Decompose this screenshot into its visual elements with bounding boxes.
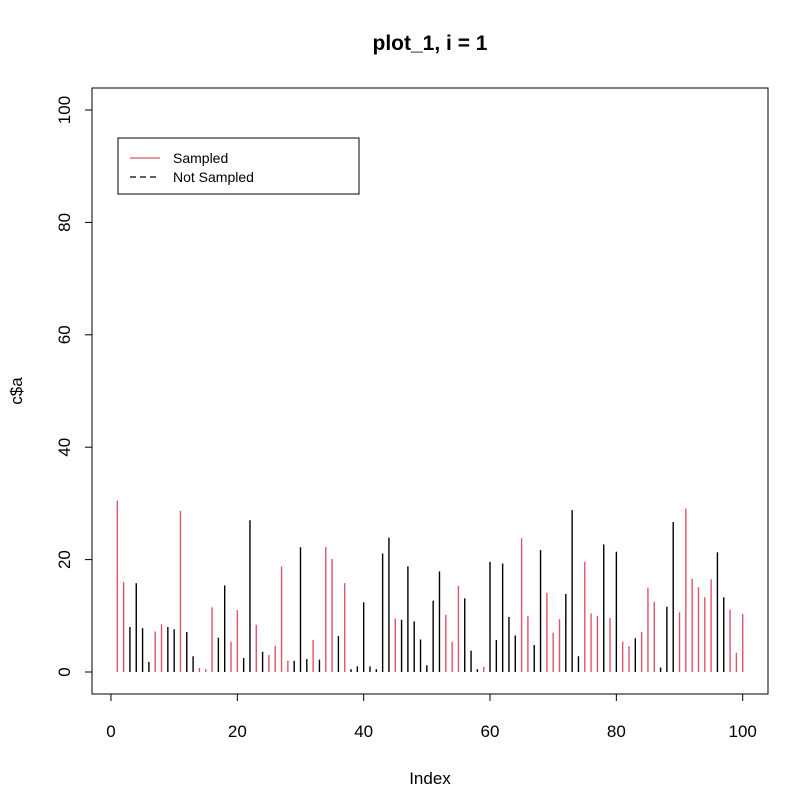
x-tick-label: 0 [106, 722, 115, 741]
y-tick-label: 60 [55, 325, 74, 344]
legend-label-not-sampled: Not Sampled [173, 169, 254, 185]
x-tick-label: 20 [228, 722, 247, 741]
y-tick-label: 40 [55, 438, 74, 457]
y-tick-label: 100 [55, 96, 74, 124]
chart-title: plot_1, i = 1 [373, 32, 488, 55]
legend: Sampled Not Sampled [117, 137, 360, 195]
x-tick-label: 100 [729, 722, 757, 741]
y-tick-label: 20 [55, 550, 74, 569]
y-ticks: 0 20 40 60 80 100 [55, 96, 92, 677]
x-ticks: 0 20 40 60 80 100 [106, 694, 757, 741]
bars [116, 500, 744, 672]
y-tick-label: 80 [55, 213, 74, 232]
y-tick-label: 0 [55, 667, 74, 676]
x-axis-label: Index [409, 769, 451, 788]
legend-label-sampled: Sampled [173, 150, 228, 166]
legend-box [117, 137, 360, 195]
x-tick-label: 40 [354, 722, 373, 741]
x-tick-label: 80 [607, 722, 626, 741]
x-tick-label: 60 [481, 722, 500, 741]
y-axis-label: c$a [7, 377, 26, 405]
